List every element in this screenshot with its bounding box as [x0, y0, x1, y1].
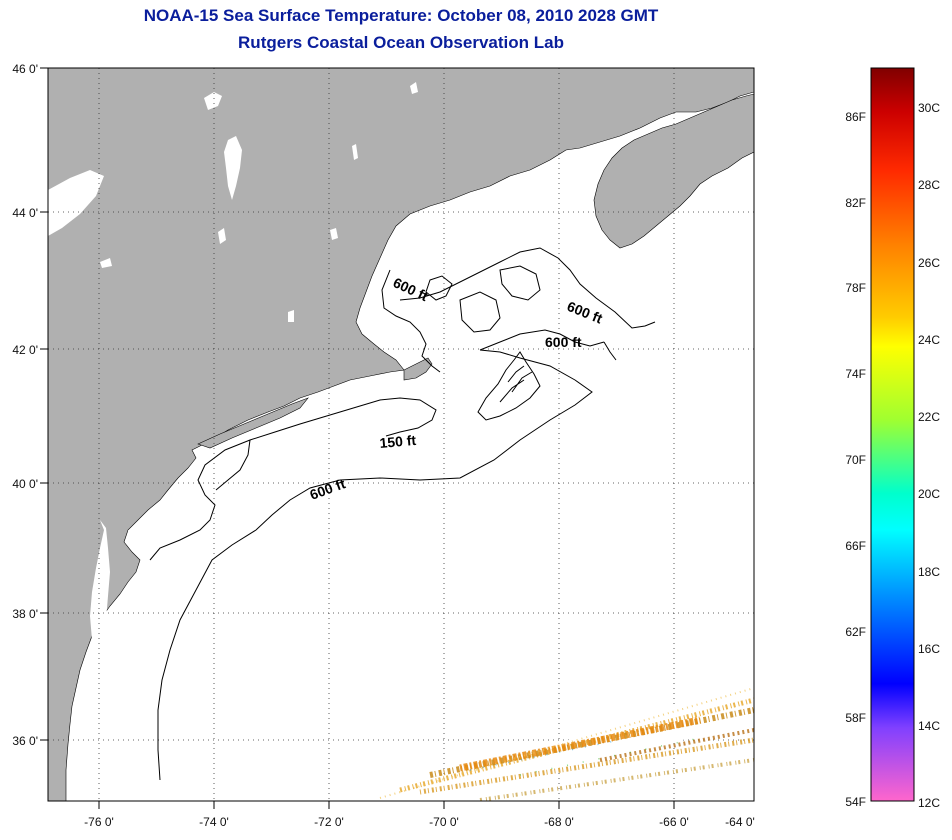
cb-c-16: 16C	[918, 642, 940, 656]
lat-label-46: 46 0'	[12, 62, 38, 76]
lon-label-74: -74 0'	[199, 815, 229, 829]
cb-f-66: 66F	[845, 539, 866, 553]
cb-c-24: 24C	[918, 333, 940, 347]
land-long-island	[197, 397, 309, 449]
lat-label-42: 42 0'	[12, 343, 38, 357]
map-title: NOAA-15 Sea Surface Temperature: October…	[143, 6, 659, 25]
chesapeake-bay	[90, 520, 110, 664]
cb-f-70: 70F	[845, 453, 866, 467]
lon-label-64: -64 0'	[725, 815, 755, 829]
land-cape-cod	[403, 357, 433, 381]
lon-label-72: -72 0'	[314, 815, 344, 829]
cb-c-14: 14C	[918, 719, 940, 733]
colorbar-celsius-labels: 30C 28C 26C 24C 22C 20C 18C 16C 14C 12C	[918, 101, 940, 810]
cb-c-12: 12C	[918, 796, 940, 810]
lon-label-68: -68 0'	[544, 815, 574, 829]
lake-oneida	[100, 258, 112, 268]
cb-f-62: 62F	[845, 625, 866, 639]
cb-f-82: 82F	[845, 196, 866, 210]
sst-swath	[379, 680, 754, 801]
delaware-bay	[128, 530, 146, 556]
cb-f-74: 74F	[845, 367, 866, 381]
cb-c-18: 18C	[918, 565, 940, 579]
graticule	[48, 68, 754, 801]
lake-moosehead	[204, 92, 222, 110]
lake-small-5	[288, 310, 294, 322]
cb-c-20: 20C	[918, 487, 940, 501]
lon-label-70: -70 0'	[429, 815, 459, 829]
lat-label-38: 38 0'	[12, 607, 38, 621]
lon-label-66: -66 0'	[659, 815, 689, 829]
colorbar-fahrenheit-labels: 86F 82F 78F 74F 70F 66F 62F 58F 54F	[845, 110, 866, 809]
contour-label-600ft-georges: 600 ft	[545, 334, 582, 350]
cb-c-30: 30C	[918, 101, 940, 115]
lat-label-44: 44 0'	[12, 206, 38, 220]
lat-label-40: 40 0'	[12, 477, 38, 491]
cb-f-86: 86F	[845, 110, 866, 124]
lake-small-1	[218, 228, 226, 244]
colorbar-gradient	[870, 67, 915, 802]
latitude-labels: 46 0' 44 0' 42 0' 40 0' 38 0' 36 0'	[12, 62, 38, 748]
lat-label-36: 36 0'	[12, 734, 38, 748]
lake-small-2	[330, 228, 338, 240]
cb-f-54: 54F	[845, 795, 866, 809]
longitude-labels: -76 0' -74 0' -72 0' -70 0' -68 0' -66 0…	[84, 815, 755, 829]
cb-c-28: 28C	[918, 178, 940, 192]
axis-ticks	[40, 67, 675, 809]
land-nova-scotia	[593, 93, 754, 249]
cb-f-78: 78F	[845, 281, 866, 295]
lake-small-3	[410, 82, 418, 94]
contour-label-150ft: 150 ft	[379, 432, 417, 451]
cb-c-26: 26C	[918, 256, 940, 270]
cb-c-22: 22C	[918, 410, 940, 424]
map-subtitle: Rutgers Coastal Ocean Observation Lab	[238, 33, 564, 52]
lake-champlain	[224, 136, 242, 200]
cb-f-58: 58F	[845, 711, 866, 725]
depth-contours	[149, 247, 656, 781]
land-mainland	[48, 68, 754, 801]
lon-label-76: -76 0'	[84, 815, 114, 829]
lake-small-4	[352, 144, 358, 160]
lake-ontario-edge	[48, 170, 104, 236]
colorbar: 86F 82F 78F 74F 70F 66F 62F 58F 54F 30C …	[845, 67, 940, 810]
map-frame	[47, 67, 755, 802]
